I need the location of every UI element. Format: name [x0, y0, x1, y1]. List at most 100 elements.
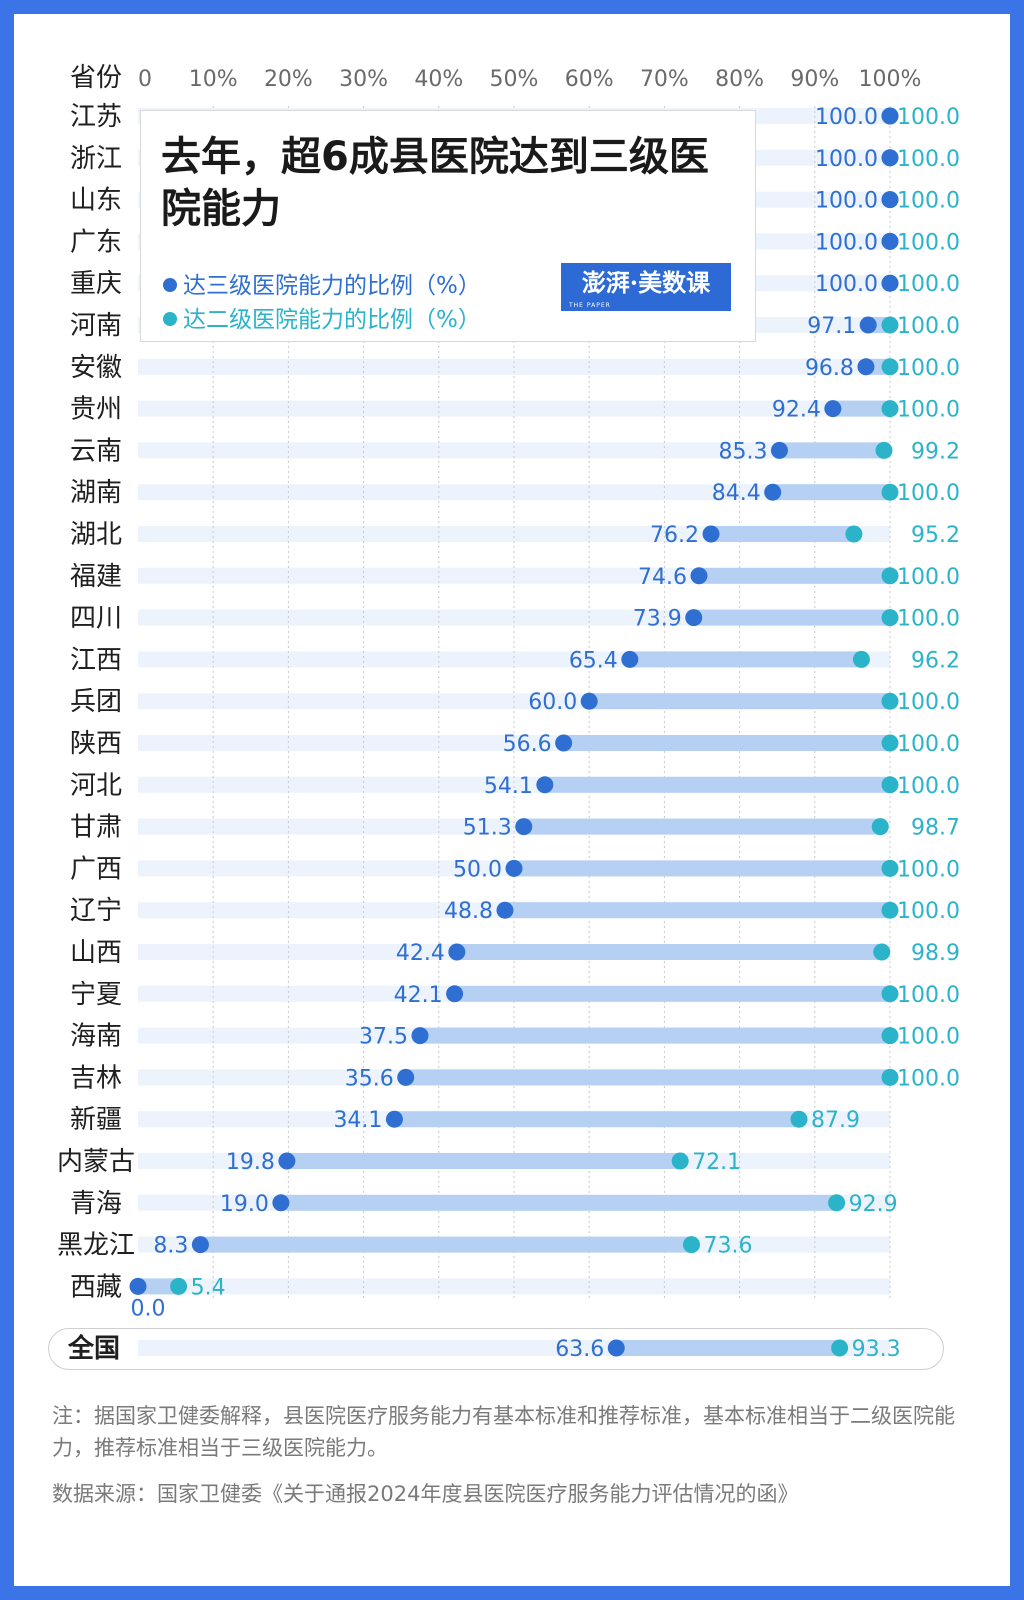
tertiary-dot [446, 985, 464, 1003]
tertiary-value-label: 19.8 [226, 1150, 275, 1175]
range-bar [420, 1027, 890, 1044]
tertiary-dot [702, 525, 720, 543]
tertiary-value-label: 100.0 [815, 272, 878, 297]
tertiary-value-label: 76.2 [650, 523, 699, 548]
secondary-value-label: 100.0 [897, 899, 960, 924]
tertiary-dot [881, 149, 899, 167]
tertiary-value-label: 73.9 [633, 607, 682, 632]
secondary-dot [881, 316, 899, 334]
secondary-dot [790, 1110, 808, 1128]
legend-tertiary-dot [163, 277, 177, 292]
tertiary-dot [580, 692, 598, 710]
range-bar [138, 1278, 179, 1295]
region-label: 河北 [70, 771, 122, 801]
x-tick-label: 40% [414, 67, 463, 92]
secondary-value-label: 5.4 [191, 1275, 226, 1300]
range-bar [589, 693, 890, 710]
region-label: 吉林 [70, 1063, 122, 1093]
region-label: 广西 [70, 854, 122, 884]
tertiary-dot [881, 232, 899, 250]
row-band [138, 526, 890, 542]
region-label: 云南 [70, 436, 122, 466]
region-label: 湖北 [70, 520, 122, 550]
secondary-dot [881, 776, 899, 794]
region-label: 江西 [70, 645, 122, 675]
range-bar [286, 1153, 681, 1169]
tertiary-value-label: 97.1 [807, 314, 856, 339]
secondary-dot [881, 1027, 899, 1045]
range-bar [523, 818, 881, 835]
secondary-value-label: 98.9 [911, 941, 960, 966]
x-tick-label: 90% [790, 67, 839, 92]
tertiary-dot [555, 734, 573, 752]
tertiary-dot [881, 274, 899, 292]
tertiary-dot [515, 818, 533, 836]
tertiary-dot [385, 1110, 403, 1128]
tertiary-value-label: 65.4 [569, 648, 618, 673]
x-tick-label: 0 [138, 67, 152, 92]
tertiary-dot [536, 776, 554, 794]
legend-tertiary-label: 达三级医院能力的比例（%） [183, 273, 481, 299]
range-bar [832, 400, 890, 417]
secondary-dot [881, 483, 899, 501]
footnotes: 注：据国家卫健委解释，县医院医疗服务能力有基本标准和推荐标准，基本标准相当于二级… [52, 1400, 972, 1510]
row-band [138, 400, 890, 417]
note-text: 注：据国家卫健委解释，县医院医疗服务能力有基本标准和推荐标准，基本标准相当于二级… [52, 1404, 955, 1460]
tertiary-value-label: 51.3 [463, 816, 512, 841]
region-label: 宁夏 [70, 980, 122, 1010]
tertiary-dot [690, 567, 708, 585]
tertiary-value-label: 60.0 [528, 690, 577, 715]
secondary-dot [828, 1194, 846, 1212]
national-tertiary-value: 63.6 [555, 1337, 604, 1362]
x-tick-label: 30% [339, 67, 388, 92]
range-bar [504, 902, 890, 919]
region-label: 海南 [70, 1022, 122, 1052]
tertiary-value-label: 42.1 [394, 983, 443, 1008]
secondary-dot [873, 943, 891, 961]
region-label: 安徽 [70, 353, 122, 383]
region-label: 江苏 [70, 102, 122, 132]
tertiary-dot [496, 901, 514, 919]
secondary-dot [881, 358, 899, 376]
region-label: 重庆 [70, 269, 122, 299]
tertiary-dot [505, 859, 523, 877]
x-tick-label: 10% [189, 67, 238, 92]
secondary-dot [881, 734, 899, 752]
region-label: 河南 [70, 311, 122, 341]
region-label: 贵州 [70, 395, 122, 425]
secondary-value-label: 100.0 [897, 481, 960, 506]
range-bar [772, 484, 890, 501]
tertiary-value-label: 37.5 [359, 1025, 408, 1050]
region-label: 新疆 [70, 1105, 122, 1135]
tertiary-dot [129, 1277, 147, 1295]
region-label: 福建 [70, 562, 122, 592]
tertiary-value-label: 100.0 [815, 230, 878, 255]
tertiary-dot [191, 1236, 209, 1254]
secondary-dot [871, 818, 889, 836]
secondary-dot [881, 400, 899, 418]
legend-secondary-dot [163, 311, 177, 326]
range-bar [200, 1236, 692, 1253]
secondary-value-label: 100.0 [897, 272, 960, 297]
region-label: 甘肃 [70, 813, 122, 843]
secondary-value-label: 100.0 [897, 690, 960, 715]
secondary-value-label: 100.0 [897, 147, 960, 172]
region-label: 陕西 [70, 729, 122, 759]
national-secondary-dot [831, 1339, 849, 1357]
tertiary-value-label: 56.6 [503, 732, 552, 757]
x-tick-label: 80% [715, 67, 764, 92]
x-tick-label: 70% [640, 67, 689, 92]
tertiary-value-label: 100.0 [815, 189, 878, 214]
tertiary-value-label: 42.4 [396, 941, 445, 966]
secondary-dot [881, 859, 899, 877]
range-bar [563, 735, 890, 751]
tertiary-value-label: 0.0 [131, 1296, 166, 1321]
region-label: 山东 [70, 186, 122, 216]
brand-logo: 澎湃·美数课 THE PAPER [561, 263, 731, 311]
range-bar [698, 567, 890, 584]
tertiary-value-label: 100.0 [815, 147, 878, 172]
range-bar [779, 442, 884, 459]
secondary-value-label: 100.0 [897, 398, 960, 423]
secondary-value-label: 100.0 [897, 565, 960, 590]
region-label: 青海 [70, 1189, 122, 1219]
